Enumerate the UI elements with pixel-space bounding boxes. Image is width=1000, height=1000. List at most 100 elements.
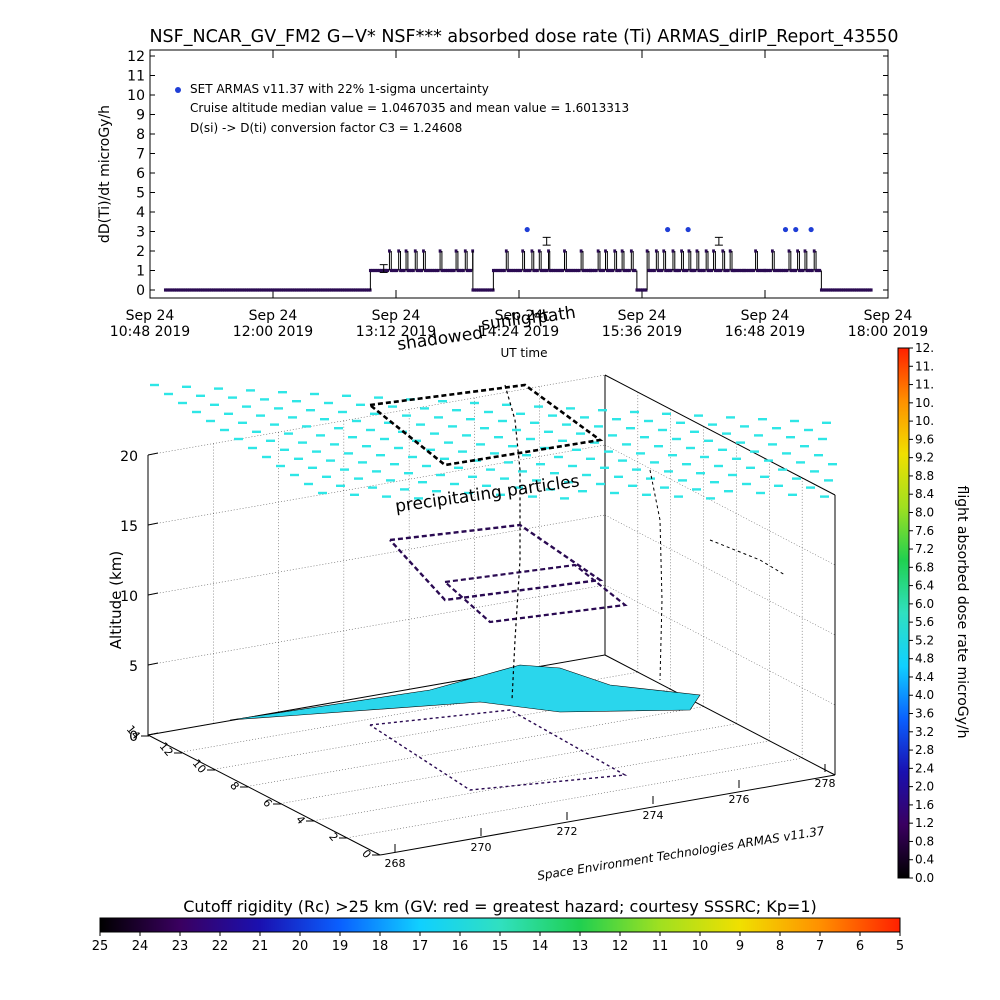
dose-point <box>730 268 734 273</box>
dose-high-point <box>782 226 789 233</box>
dose-point <box>228 288 232 292</box>
rc-colorbar-tick-label: 22 <box>212 939 229 954</box>
dose-point <box>787 249 791 253</box>
dose-point <box>477 288 480 292</box>
dose-point <box>637 288 641 292</box>
dose-point <box>622 268 626 273</box>
top-x-tick-time: 14:24 2019 <box>479 324 559 340</box>
3d-front-left-floor <box>147 734 381 856</box>
dose-point <box>568 268 572 273</box>
dose-point <box>197 288 200 292</box>
dose-point <box>187 288 191 292</box>
top-y-tick-label: 12 <box>127 49 145 65</box>
latitude-tick-label: 14 <box>124 723 143 742</box>
dose-colorbar-tick-label: 3.2 <box>915 725 934 739</box>
dose-point <box>680 249 683 253</box>
dose-point <box>519 268 523 273</box>
rc-colorbar-tick-label: 9 <box>736 939 744 954</box>
dose-colorbar-tick-label: 0.0 <box>915 871 934 885</box>
dose-colorbar-tick-label: 6.4 <box>915 579 934 593</box>
dose-high-point <box>793 226 799 233</box>
rc-colorbar-tick-label: 11 <box>652 939 669 954</box>
dose-point <box>318 288 322 292</box>
dose-point <box>524 268 528 273</box>
dose-point <box>339 288 343 292</box>
top-y-tick-label: 10 <box>127 88 145 104</box>
dose-point <box>272 288 276 292</box>
dose-point <box>309 288 313 292</box>
dose-point <box>521 249 525 253</box>
top-x-tick-time: 16:48 2019 <box>725 324 805 340</box>
dose-colorbar-tick-label: 6.8 <box>915 560 934 574</box>
dose-point <box>417 268 421 273</box>
dose-point <box>456 268 460 273</box>
dose-point <box>825 288 829 292</box>
longitude-tick-label: 268 <box>385 857 406 870</box>
dose-point <box>169 288 173 292</box>
dose-point <box>182 288 186 292</box>
dose-point <box>589 268 593 273</box>
dose-point <box>254 288 258 292</box>
flight-track <box>369 383 786 791</box>
dose-point <box>832 288 836 292</box>
altitude-tick-label: 5 <box>129 659 138 675</box>
dose-point <box>761 268 765 273</box>
flight-track-segment <box>369 709 628 791</box>
dose-point <box>678 268 682 273</box>
dose-point <box>191 288 195 292</box>
top-x-tick-time: 12:00 2019 <box>233 324 313 340</box>
dose-point <box>782 268 785 273</box>
dose-point <box>653 268 656 273</box>
dose-point <box>783 268 787 273</box>
dose-point <box>615 268 618 273</box>
dose-point <box>570 268 574 273</box>
top-y-tick-label: 1 <box>136 264 145 280</box>
dose-point <box>746 268 750 273</box>
dose-point <box>248 288 252 292</box>
altitude-gridline <box>147 654 606 736</box>
dose-point <box>374 268 378 273</box>
dose-point <box>247 288 250 292</box>
dose-point <box>598 268 602 273</box>
top-x-tick-date: Sep 24 <box>249 308 298 324</box>
dose-point <box>438 249 442 253</box>
dose-point <box>687 249 691 253</box>
rc-colorbar-tick-label: 18 <box>372 939 389 954</box>
dose-point <box>333 288 337 292</box>
dose-colorbar-tick-label: 0.8 <box>915 834 934 848</box>
top-y-tick-label: 4 <box>136 205 145 221</box>
rc-colorbar-title: Cutoff rigidity (Rc) >25 km (GV: red = g… <box>183 897 817 916</box>
dose-point <box>776 268 780 273</box>
dose-point <box>702 268 706 273</box>
dose-point <box>454 249 458 253</box>
rc-colorbar-tick-label: 20 <box>292 939 309 954</box>
rc-colorbar-tick-label: 16 <box>452 939 469 954</box>
dose-point <box>744 268 748 273</box>
dose-point <box>245 288 248 292</box>
dose-colorbar-tick-label: 8.4 <box>915 487 934 501</box>
flight-track-segment <box>444 563 628 624</box>
dose-point <box>211 288 215 292</box>
dose-point <box>816 268 820 273</box>
dose-point <box>539 268 543 273</box>
altitude-axis-label: Altitude (km) <box>107 551 125 649</box>
dose-point <box>276 288 280 292</box>
dose-point <box>422 249 425 253</box>
dose-colorbar-label: flight absorbed dose rate microGy/h <box>954 486 970 739</box>
dose-point <box>259 288 263 292</box>
dose-point <box>280 288 284 292</box>
dose-colorbar-tick-label: 4.8 <box>915 652 934 666</box>
dose-point <box>635 288 639 292</box>
altitude-tick <box>147 662 159 666</box>
dose-point <box>532 268 536 273</box>
dose-point <box>633 268 637 273</box>
dose-point <box>683 268 687 273</box>
dose-point <box>572 268 576 273</box>
dose-point <box>355 288 359 292</box>
dose-point <box>666 268 669 273</box>
dose-point <box>587 268 590 273</box>
dose-point <box>553 268 557 273</box>
dose-point <box>436 268 440 273</box>
dose-point <box>285 288 289 292</box>
dose-point <box>486 288 490 292</box>
